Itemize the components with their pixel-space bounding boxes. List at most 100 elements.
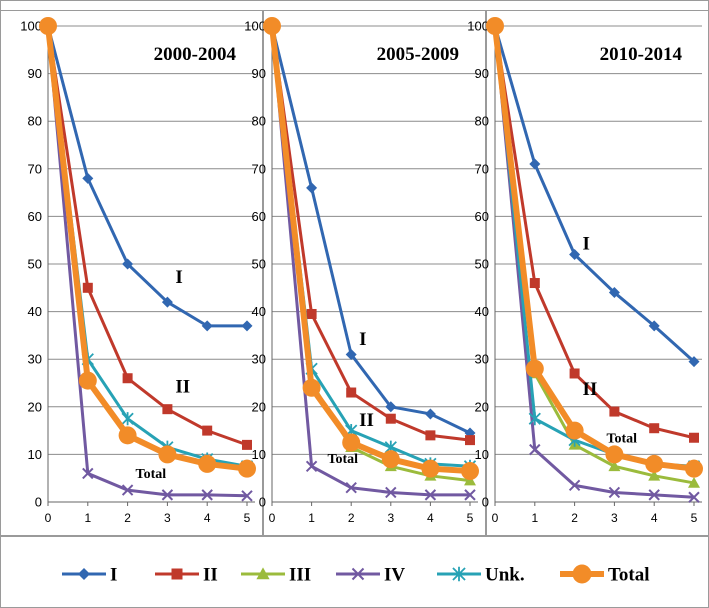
series-annotation-total: Total — [327, 452, 358, 467]
series-annotation-total: Total — [136, 467, 167, 482]
data-point-iv — [121, 484, 134, 496]
legend-item-unk: Unk. — [437, 565, 525, 586]
series-line-ii — [46, 25, 248, 447]
legend-item-iv: IV — [336, 565, 405, 586]
data-point-total — [302, 378, 321, 397]
data-point-iv — [305, 460, 318, 473]
data-point-i — [529, 158, 541, 170]
legend-label: II — [203, 565, 218, 586]
x-tick-label: 2 — [348, 511, 355, 525]
series-total — [39, 17, 256, 478]
series-line-ii — [270, 25, 471, 442]
legend-item-ii: II — [155, 565, 218, 586]
data-point-total — [78, 371, 97, 390]
y-tick-label: 20 — [475, 399, 489, 414]
y-tick-label: 40 — [252, 304, 266, 319]
data-point-i — [345, 348, 357, 360]
data-point-ii — [122, 373, 133, 384]
panel-frame — [0, 10, 263, 536]
y-tick-label: 10 — [475, 447, 489, 462]
y-tick-label: 50 — [28, 257, 42, 272]
data-point-ii — [609, 406, 620, 417]
data-point-i — [569, 248, 581, 260]
data-point-i — [201, 320, 213, 332]
data-point-total — [525, 359, 544, 378]
legend-marker-iii — [256, 567, 270, 580]
y-tick-label: 60 — [252, 209, 266, 224]
x-tick-label: 5 — [244, 511, 251, 525]
data-point-iv — [648, 489, 660, 501]
y-tick-label: 80 — [28, 114, 42, 129]
data-point-ii — [202, 425, 213, 436]
y-tick-label: 0 — [482, 495, 489, 510]
data-point-iv — [241, 490, 253, 502]
legend-marker-total — [572, 564, 592, 584]
series-annotation-total: Total — [606, 432, 637, 447]
data-point-ii — [689, 432, 699, 443]
y-tick-label: 60 — [475, 209, 489, 224]
y-tick-label: 30 — [475, 352, 489, 367]
data-point-i — [648, 320, 660, 332]
series-annotation-ii: II — [175, 377, 190, 398]
y-tick-label: 80 — [252, 114, 266, 129]
data-point-ii — [465, 435, 475, 446]
y-tick-label: 90 — [252, 66, 266, 81]
data-point-iii — [608, 460, 621, 472]
data-point-i — [82, 172, 94, 184]
data-point-iv — [464, 489, 476, 501]
data-point-iv — [161, 489, 174, 501]
data-point-ii — [569, 368, 580, 379]
y-tick-label: 70 — [252, 161, 266, 176]
series-iv — [42, 20, 253, 502]
data-point-ii — [649, 423, 660, 434]
x-tick-label: 2 — [571, 511, 578, 525]
data-point-iv — [568, 479, 581, 492]
panel-frame — [263, 10, 486, 536]
x-tick-label: 2 — [124, 511, 131, 525]
data-point-total — [486, 17, 504, 35]
data-point-total — [39, 17, 57, 35]
data-point-iv — [82, 467, 94, 480]
data-point-iv — [345, 482, 357, 494]
legend-marker-unk — [452, 566, 466, 582]
y-tick-label: 30 — [252, 352, 266, 367]
data-point-iv — [529, 443, 541, 456]
data-point-iv — [385, 486, 397, 499]
data-point-unk — [121, 412, 134, 426]
x-tick-label: 4 — [651, 511, 658, 525]
x-tick-label: 4 — [427, 511, 434, 525]
x-tick-label: 0 — [269, 511, 276, 525]
y-tick-label: 10 — [28, 447, 42, 462]
legend-item-total: Total — [560, 565, 650, 586]
series-line-i — [493, 25, 696, 363]
data-point-i — [424, 408, 436, 420]
y-tick-label: 70 — [475, 161, 489, 176]
y-tick-label: 10 — [252, 447, 266, 462]
data-point-iv — [608, 486, 621, 499]
series-line-iv — [493, 25, 695, 499]
data-point-iii — [688, 476, 700, 488]
legend-marker-ii — [171, 568, 183, 580]
data-point-iii — [648, 469, 661, 481]
legend-marker-i — [77, 567, 91, 581]
y-tick-label: 0 — [259, 495, 266, 510]
series-line-i — [46, 25, 247, 328]
y-tick-label: 40 — [28, 304, 42, 319]
y-tick-label: 50 — [252, 257, 266, 272]
data-point-total — [381, 450, 400, 469]
data-point-ii — [242, 439, 252, 450]
data-point-total — [461, 462, 479, 481]
legend-label: IV — [384, 565, 405, 586]
data-point-iv — [201, 489, 213, 501]
data-point-ii — [162, 404, 173, 415]
data-point-ii — [82, 282, 93, 293]
data-point-i — [688, 356, 700, 368]
data-point-total — [238, 459, 256, 478]
data-point-total — [342, 433, 361, 452]
